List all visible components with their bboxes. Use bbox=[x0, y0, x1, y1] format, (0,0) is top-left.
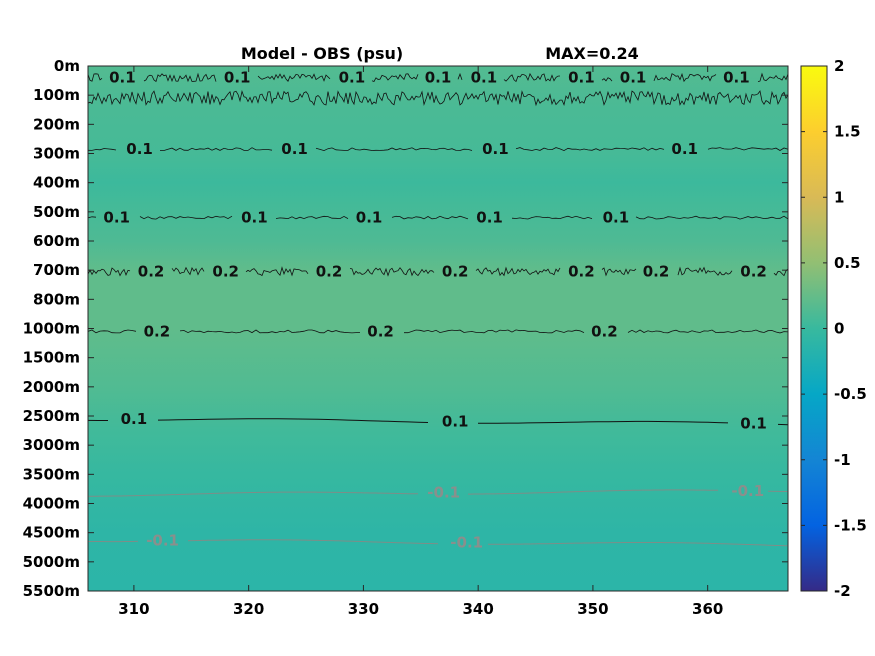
contour-label: 0.2 bbox=[144, 322, 171, 340]
contour-label: 0.1 bbox=[339, 69, 366, 87]
y-tick-label: 500m bbox=[33, 203, 80, 221]
colorbar-tick-label: -1.5 bbox=[834, 516, 867, 534]
contour-label: 0.2 bbox=[643, 263, 670, 281]
contour-label: 0.1 bbox=[482, 140, 509, 158]
contour-line-6 bbox=[87, 418, 789, 426]
x-tick-label: 310 bbox=[118, 600, 149, 618]
x-axis-ticks: 310 320 330 340 350 360 bbox=[118, 66, 723, 618]
contour-label: 0.1 bbox=[241, 209, 268, 227]
x-tick-label: 360 bbox=[692, 600, 723, 618]
contour-layer bbox=[87, 72, 789, 547]
x-tick-label: 340 bbox=[463, 600, 494, 618]
contour-line-1 bbox=[87, 89, 789, 107]
contour-label: 0.1 bbox=[109, 69, 136, 87]
contour-label: 0.2 bbox=[568, 263, 595, 281]
contour-label: 0.2 bbox=[316, 263, 343, 281]
colorbar-tick-label: -0.5 bbox=[834, 385, 867, 403]
contour-label: 0.1 bbox=[471, 69, 498, 87]
y-tick-label: 700m bbox=[33, 261, 80, 279]
y-tick-label: 1500m bbox=[23, 349, 80, 367]
y-tick-label: 600m bbox=[33, 232, 80, 250]
x-tick-label: 320 bbox=[233, 600, 264, 618]
x-tick-label: 350 bbox=[577, 600, 608, 618]
y-tick-label: 3500m bbox=[23, 465, 80, 483]
y-tick-label: 200m bbox=[33, 115, 80, 133]
y-tick-label: 300m bbox=[33, 145, 80, 163]
y-tick-label: 4000m bbox=[23, 495, 80, 513]
contour-label: -0.1 bbox=[427, 484, 460, 502]
y-tick-label: 0m bbox=[54, 57, 80, 75]
colorbar-tick-label: 1.5 bbox=[834, 123, 861, 141]
plot-field bbox=[88, 66, 788, 591]
contour-line-7 bbox=[88, 489, 789, 497]
contour-label: 0.1 bbox=[671, 140, 698, 158]
contour-label: 0.1 bbox=[224, 69, 251, 87]
contour-line-2 bbox=[87, 147, 789, 152]
contour-label: -0.1 bbox=[450, 534, 483, 552]
contour-label: 0.1 bbox=[126, 140, 153, 158]
y-tick-label: 4500m bbox=[23, 524, 80, 542]
contour-line-3 bbox=[87, 215, 789, 220]
contour-label-layer: 0.1 0.1 0.1 0.1 0.1 0.1 0.1 0.1 0.1 0.1 0.1 0.1 0.1 0… bbox=[103, 69, 766, 552]
y-tick-label: 2000m bbox=[23, 378, 80, 396]
contour-label: 0.1 bbox=[723, 69, 750, 87]
contour-label: 0.1 bbox=[740, 415, 767, 433]
contour-label: 0.2 bbox=[591, 322, 618, 340]
y-tick-label: 2500m bbox=[23, 407, 80, 425]
contour-line-4 bbox=[87, 266, 789, 277]
max-annotation: MAX=0.24 bbox=[545, 44, 639, 63]
y-tick-label: 800m bbox=[33, 290, 80, 308]
y-tick-label: 100m bbox=[33, 86, 80, 104]
colorbar-tick-label: -2 bbox=[834, 582, 851, 600]
y-tick-label: 400m bbox=[33, 174, 80, 192]
contour-label: 0.1 bbox=[281, 140, 308, 158]
y-tick-label: 5500m bbox=[23, 582, 80, 600]
y-tick-label: 1000m bbox=[23, 320, 80, 338]
chart-title: Model - OBS (psu) bbox=[241, 44, 403, 63]
contour-label: 0.1 bbox=[603, 209, 630, 227]
contour-label: 0.1 bbox=[121, 410, 148, 428]
contour-label: -0.1 bbox=[146, 532, 179, 550]
colorbar bbox=[800, 65, 828, 592]
colorbar-tick-label: 1 bbox=[834, 188, 844, 206]
contour-line-5 bbox=[87, 329, 789, 334]
colorbar-tick-label: 0 bbox=[834, 320, 844, 338]
contour-label: 0.1 bbox=[425, 69, 452, 87]
contour-label: 0.2 bbox=[212, 263, 239, 281]
contour-line-0 bbox=[87, 72, 789, 83]
contour-line-8 bbox=[88, 539, 789, 547]
contour-label: 0.2 bbox=[740, 263, 767, 281]
contour-label: 0.1 bbox=[356, 209, 383, 227]
contour-label: 0.2 bbox=[138, 263, 165, 281]
colorbar-tick-label: 2 bbox=[834, 57, 844, 75]
colorbar-ticks: 2 1.5 1 0.5 0 -0.5 -1 -1.5 -2 bbox=[801, 57, 867, 600]
contour-label: 0.2 bbox=[442, 263, 469, 281]
contour-label: 0.1 bbox=[476, 209, 503, 227]
contour-label: -0.1 bbox=[731, 482, 764, 500]
colorbar-tick-label: 0.5 bbox=[834, 254, 861, 272]
colorbar-tick-label: -1 bbox=[834, 451, 851, 469]
contour-label: 0.1 bbox=[103, 209, 130, 227]
y-tick-label: 5000m bbox=[23, 553, 80, 571]
y-tick-label: 3000m bbox=[23, 436, 80, 454]
contour-label: 0.1 bbox=[442, 413, 469, 431]
contour-label: 0.1 bbox=[620, 69, 647, 87]
x-tick-label: 330 bbox=[348, 600, 379, 618]
contour-label: 0.2 bbox=[367, 322, 394, 340]
y-axis-ticks: 0m 100m 200m 300m 400m 500m 600m 700m 800m 1000m 1… bbox=[23, 57, 788, 600]
contour-label: 0.1 bbox=[568, 69, 595, 87]
